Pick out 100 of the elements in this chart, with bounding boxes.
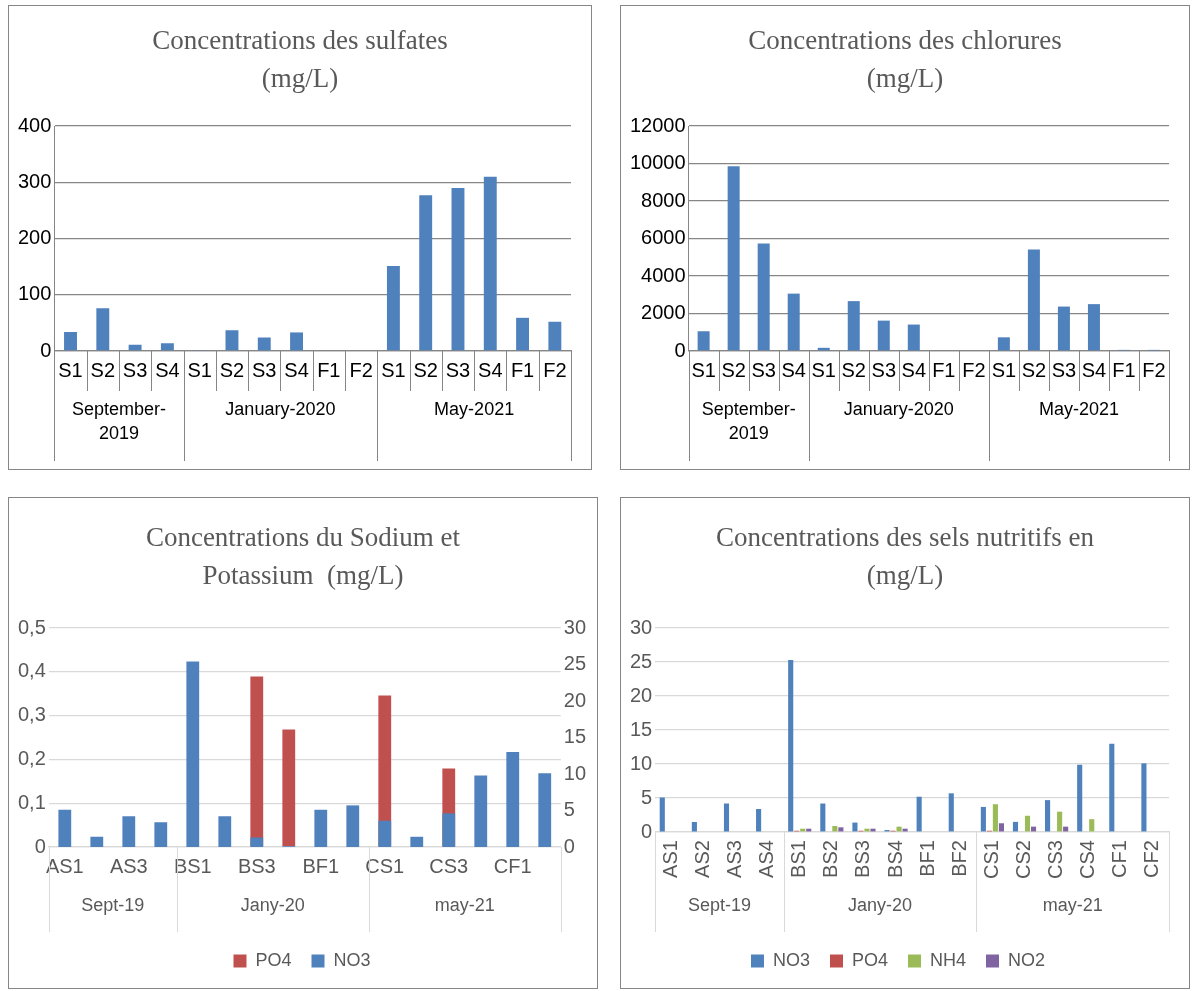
x-tick-label: CS4 xyxy=(1076,840,1099,879)
bar xyxy=(948,793,954,832)
chart-title: Concentrations du Sodium et Potassium (mg/L) xyxy=(144,520,462,592)
bar xyxy=(96,308,110,351)
bar xyxy=(225,330,239,351)
y-tick-label: 15 xyxy=(630,717,653,740)
bar xyxy=(998,823,1004,832)
text: Sept-19 xyxy=(687,894,751,915)
bar xyxy=(483,176,497,351)
bar xyxy=(516,317,530,351)
x-tick-label: F2 xyxy=(543,358,567,381)
bar xyxy=(691,821,697,832)
bar xyxy=(1057,306,1070,351)
bar xyxy=(1057,811,1063,832)
text: September-2019 xyxy=(701,398,796,443)
bar xyxy=(257,337,271,351)
bar xyxy=(451,187,465,351)
x-tick-label: CS3 xyxy=(429,854,469,877)
x-tick-label: S4 xyxy=(901,358,927,381)
legend-label: PO4 xyxy=(851,949,889,970)
y-tick-label: 2000 xyxy=(641,301,686,324)
y-tick-label: 10 xyxy=(630,751,653,774)
y-tick-label: 200 xyxy=(17,226,52,249)
bar xyxy=(916,796,922,832)
x-tick-label: BS3 xyxy=(237,854,276,877)
x-tick-label: S4 xyxy=(1081,358,1107,381)
y-tick-label: 12000 xyxy=(629,113,686,136)
y-tick-label: 25 xyxy=(630,649,653,672)
x-tick-label: F1 xyxy=(1112,358,1136,381)
y2-tick-label: 0 xyxy=(563,834,575,857)
bar xyxy=(378,820,392,847)
x-tick-label: BS1 xyxy=(787,840,810,878)
x-tick-label: S4 xyxy=(155,358,180,381)
bar xyxy=(820,803,826,832)
bar xyxy=(1045,800,1051,832)
y-tick-label: 300 xyxy=(17,169,52,192)
x-tick-label: CF1 xyxy=(493,854,532,877)
x-tick-label: AS1 xyxy=(45,854,84,877)
x-tick-label: F2 xyxy=(1142,358,1166,381)
y-tick-label: 0,1 xyxy=(17,790,46,813)
x-tick-label: S1 xyxy=(381,358,406,381)
bar xyxy=(386,266,400,351)
y-tick-label: 20 xyxy=(630,683,653,706)
chart-title: Concentrations des chlorures (mg/L) xyxy=(747,23,1063,95)
x-tick-label: F2 xyxy=(962,358,986,381)
x-tick-label: CS3 xyxy=(1044,840,1067,879)
bar xyxy=(128,344,142,351)
x-tick-label: S1 xyxy=(58,358,83,381)
bar xyxy=(838,827,844,832)
x-tick-label: AS3 xyxy=(723,840,746,878)
legend-label: PO4 xyxy=(255,949,292,970)
y-tick-label: 0,3 xyxy=(17,703,46,726)
y2-tick-label: 5 xyxy=(563,798,575,821)
bar xyxy=(697,331,710,351)
y2-tick-label: 10 xyxy=(563,761,586,784)
bar xyxy=(727,166,740,351)
legend-label: NO3 xyxy=(772,949,810,970)
bar xyxy=(1087,304,1100,351)
y-tick-label: 0 xyxy=(674,338,686,361)
x-tick-label: CF2 xyxy=(1140,840,1163,878)
text: January-2020 xyxy=(225,398,336,419)
y2-tick-label: 20 xyxy=(563,688,586,711)
bar xyxy=(506,752,520,847)
x-tick-label: S4 xyxy=(478,358,503,381)
x-tick-label: S3 xyxy=(445,358,471,381)
bar xyxy=(474,775,488,847)
x-tick-label: S2 xyxy=(90,358,116,381)
x-tick-label: S3 xyxy=(252,358,277,381)
x-tick-label: AS1 xyxy=(658,840,681,878)
bar xyxy=(980,806,986,832)
bar xyxy=(1012,821,1019,832)
bar xyxy=(992,804,998,832)
x-tick-label: F2 xyxy=(349,358,373,381)
x-tick-label: S3 xyxy=(871,358,897,381)
bar xyxy=(907,324,920,351)
bar xyxy=(1141,763,1147,832)
bar xyxy=(290,332,303,351)
bar xyxy=(1027,249,1040,351)
bar xyxy=(757,243,770,351)
y-tick-label: 100 xyxy=(17,282,52,305)
x-tick-label: CS1 xyxy=(979,840,1002,879)
bar xyxy=(419,195,433,351)
legend-label: NO2 xyxy=(1008,949,1046,970)
x-tick-label: S3 xyxy=(751,358,776,381)
x-tick-label: S1 xyxy=(187,358,212,381)
x-tick-label: BS2 xyxy=(819,840,842,878)
x-tick-label: F1 xyxy=(932,358,956,381)
x-tick-label: BS3 xyxy=(851,840,874,878)
bar xyxy=(346,805,360,847)
y-tick-label: 5 xyxy=(641,785,653,808)
x-tick-label: BF1 xyxy=(302,854,340,877)
y-tick-label: 0,4 xyxy=(17,659,46,682)
bar xyxy=(1024,815,1031,832)
bar xyxy=(997,337,1010,351)
y-tick-label: 10000 xyxy=(629,151,686,174)
x-tick-label: S1 xyxy=(691,358,716,381)
bar xyxy=(160,343,174,351)
x-tick-label: CF1 xyxy=(1108,840,1131,878)
x-tick-label: S3 xyxy=(122,358,148,381)
y2-tick-label: 30 xyxy=(563,615,586,638)
